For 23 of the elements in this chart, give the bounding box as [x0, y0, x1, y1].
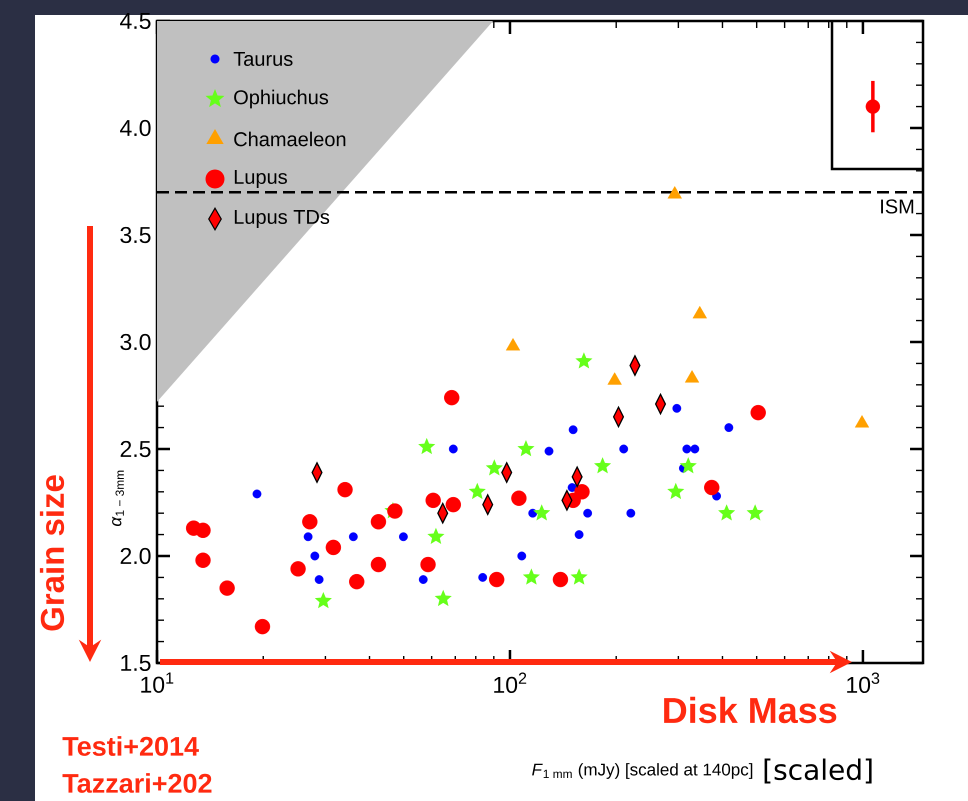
- text: Grain size: [40, 475, 64, 631]
- y-tick-label: 3.5: [120, 226, 151, 244]
- y-tick-label: 3.0: [120, 334, 151, 350]
- y-tick-label: 2.0: [120, 548, 151, 564]
- y-tick-label: 4.5: [120, 12, 151, 30]
- legend-label: Chamaeleon: [234, 132, 346, 146]
- text: Disk Mass: [664, 696, 836, 724]
- x-axis-title: F$_{1 mm}$ (mJy) [scaled at 140pc]: [532, 763, 752, 779]
- x-tick-label: 10$^{2}$: [494, 672, 526, 694]
- text: Testi+2014: [62, 736, 199, 756]
- x-tick-label: 10$^{1}$: [141, 672, 174, 693]
- legend-label: Taurus: [234, 52, 293, 66]
- y-tick-label: 2.5: [120, 440, 151, 458]
- text: [scaled]: [764, 758, 872, 784]
- legend-label: Lupus: [234, 170, 287, 188]
- legend-label: Lupus TDs: [234, 210, 330, 228]
- y-tick-label: 4.0: [120, 120, 151, 136]
- legend-label: Ophiuchus: [234, 90, 328, 108]
- text: Tazzari+202: [62, 773, 212, 793]
- y-axis-title: α$_{1 − 3mm}$: [112, 470, 124, 526]
- y-tick-label: 1.5: [121, 654, 151, 672]
- x-tick-label: 10$^{3}$: [847, 672, 880, 694]
- ref-line-label: ISM: [881, 199, 914, 214]
